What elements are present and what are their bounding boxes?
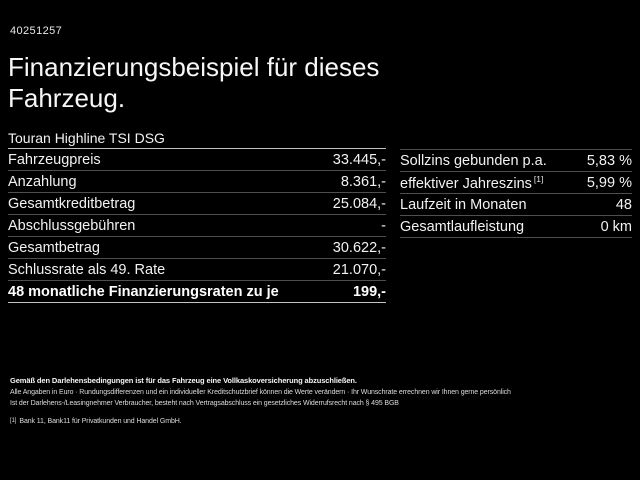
row-value: 0 km — [600, 218, 632, 235]
row-value: 30.622,- — [332, 239, 386, 256]
row-value: 21.070,- — [332, 261, 386, 278]
row-label: Laufzeit in Monaten — [400, 196, 527, 213]
footer-insurance-note: Gemäß den Darlehensbedingungen ist für d… — [10, 376, 357, 385]
table-row-anzahlung: Anzahlung 8.361,- — [8, 171, 386, 193]
footer-withdrawal-note: Ist der Darlehens-/Leasingnehmer Verbrau… — [10, 400, 399, 407]
table-row-monatsrate: 48 monatliche Finanzierungsraten zu je 1… — [8, 281, 386, 303]
table-row-gesamtbetrag: Gesamtbetrag 30.622,- — [8, 237, 386, 259]
vehicle-id-number: 40251257 — [10, 25, 63, 37]
vehicle-model-subtitle: Touran Highline TSI DSG — [8, 130, 386, 149]
table-row-laufzeit: Laufzeit in Monaten 48 — [400, 194, 632, 216]
row-value: 33.445,- — [332, 151, 386, 168]
table-row-abschlussgebuehren: Abschlussgebühren - — [8, 215, 386, 237]
page-title: Finanzierungsbeispiel für dieses Fahrzeu… — [8, 52, 380, 113]
row-label: Gesamtlaufleistung — [400, 218, 525, 235]
row-label: effektiver Jahreszins [1] — [400, 173, 544, 192]
legal-footer: Gemäß den Darlehensbedingungen ist für d… — [10, 375, 634, 427]
table-row-sollzins: Sollzins gebunden p.a. 5,83 % — [400, 150, 632, 172]
footnote-marker: [1] — [10, 417, 17, 424]
financing-table-right: Sollzins gebunden p.a. 5,83 % effektiver… — [400, 149, 632, 238]
row-label: Anzahlung — [8, 173, 77, 190]
financing-table-left: Fahrzeugpreis 33.445,- Anzahlung 8.361,-… — [8, 149, 386, 303]
table-row-fahrzeugpreis: Fahrzeugpreis 33.445,- — [8, 149, 386, 171]
row-value: 5,83 % — [586, 152, 632, 169]
row-label: 48 monatliche Finanzierungsraten zu je — [8, 283, 279, 300]
table-row-effektiver-jahreszins: effektiver Jahreszins [1] 5,99 % — [400, 172, 632, 194]
row-label: Sollzins gebunden p.a. — [400, 152, 547, 169]
table-row-gesamtkreditbetrag: Gesamtkreditbetrag 25.084,- — [8, 193, 386, 215]
footer-disclaimer: Alle Angaben in Euro · Rundungsdifferenz… — [10, 388, 511, 396]
row-value: - — [381, 217, 386, 234]
row-value: 199,- — [352, 283, 386, 300]
table-row-schlussrate: Schlussrate als 49. Rate 21.070,- — [8, 259, 386, 281]
row-value: 8.361,- — [340, 173, 386, 190]
row-value: 48 — [615, 196, 632, 213]
row-label: Gesamtkreditbetrag — [8, 195, 136, 212]
footnote-reference: [1] — [533, 173, 544, 184]
row-label: Schlussrate als 49. Rate — [8, 261, 166, 278]
row-label: Gesamtbetrag — [8, 239, 100, 256]
row-value: 25.084,- — [332, 195, 386, 212]
table-row-gesamtlaufleistung: Gesamtlaufleistung 0 km — [400, 216, 632, 238]
row-label: Abschlussgebühren — [8, 217, 136, 234]
row-value: 5,99 % — [586, 174, 632, 191]
row-label: Fahrzeugpreis — [8, 151, 101, 168]
footer-bank-footnote: [1] Bank 11, Bank11 für Privatkunden und … — [10, 416, 634, 428]
footnote-text: Bank 11, Bank11 für Privatkunden und Han… — [19, 417, 182, 425]
